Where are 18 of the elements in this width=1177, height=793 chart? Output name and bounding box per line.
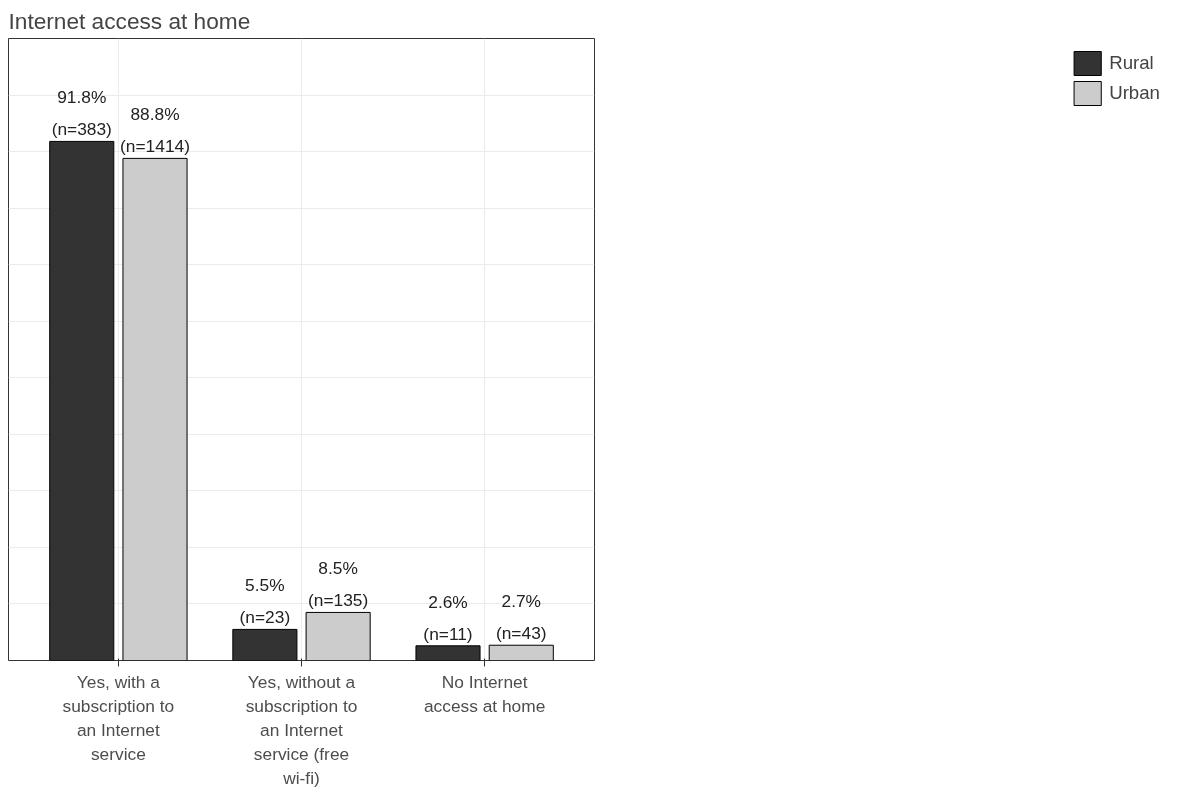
chart-title: Internet access at home [8,7,251,34]
data-label: 88.8% (n=1414) [120,104,190,157]
bar [488,644,554,661]
bar [415,645,481,661]
bar [232,628,298,661]
x-tick-label: No Internet access at home [423,671,546,716]
legend-label: Urban [1109,82,1160,104]
data-label: 2.7% (n=43) [495,591,547,644]
data-label: 91.8% (n=383) [51,87,112,140]
data-label: 5.5% (n=23) [239,575,291,628]
data-label: 8.5% (n=135) [308,558,369,611]
legend-label: Rural [1109,52,1154,74]
bar [305,611,371,661]
x-tick-label: Yes, with a subscription to an Internet service [62,671,175,764]
data-label: 2.6% (n=11) [423,591,473,644]
bar [49,140,115,661]
bar [122,157,188,661]
x-tick-label: Yes, without a subscription to an Internet service (free wi-fi) [245,671,358,788]
